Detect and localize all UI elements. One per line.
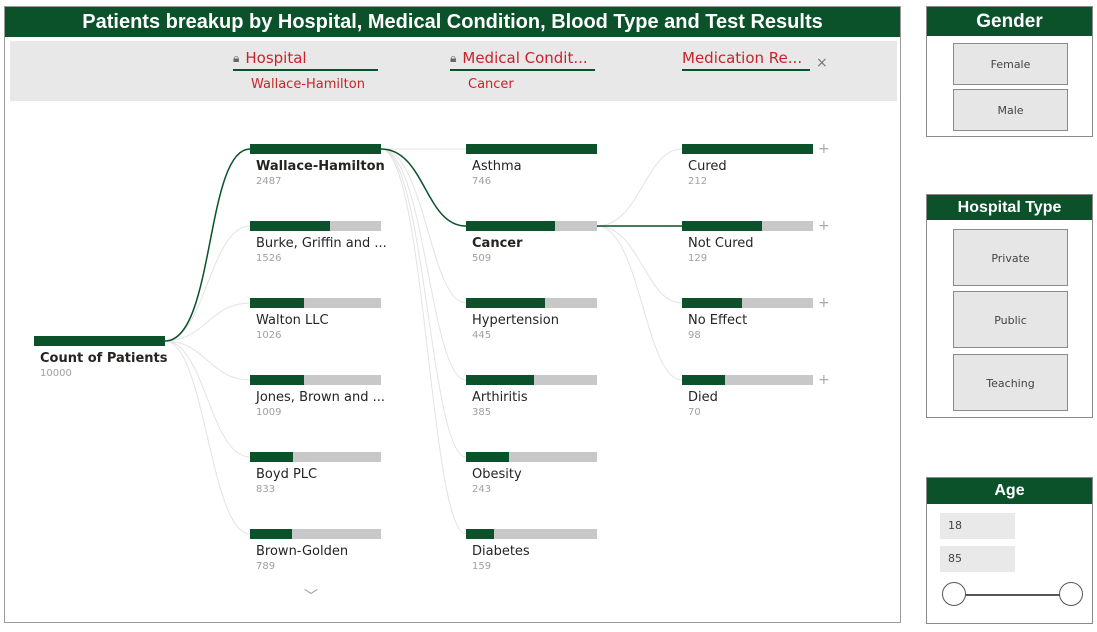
result-bar [682, 298, 813, 308]
hospital-value: 1026 [256, 330, 282, 341]
condition-value: 385 [472, 407, 492, 418]
hospital-type-slicer: Hospital Type Private Public Teaching [926, 194, 1093, 418]
result-value: 212 [688, 176, 708, 187]
level-hospital-label: Hospital [245, 49, 307, 67]
levels-header: 🔒︎ Hospital Wallace-Hamilton 🔒︎ Medical … [10, 41, 897, 101]
condition-label: Obesity [472, 467, 522, 482]
result-value: 129 [688, 253, 708, 264]
lock-icon: 🔒︎ [233, 50, 240, 65]
level-medication-result[interactable]: Medication Re... × [682, 49, 828, 71]
result-label: No Effect [688, 313, 748, 328]
condition-label: Arthiritis [472, 390, 528, 405]
hospital-bar [250, 221, 381, 231]
hospital-value: 789 [256, 561, 276, 572]
level-hospital-selected: Wallace-Hamilton [251, 77, 365, 92]
gender-title: Gender [927, 7, 1092, 36]
condition-label: Asthma [472, 159, 522, 174]
decomposition-tree-visual: Patients breakup by Hospital, Medical Co… [4, 6, 901, 623]
result-bar [682, 144, 813, 154]
main-title: Patients breakup by Hospital, Medical Co… [5, 7, 900, 37]
condition-label: Diabetes [472, 544, 530, 559]
result-value: 70 [688, 407, 701, 418]
expand-plus-icon[interactable]: + [818, 295, 830, 311]
expand-plus-icon[interactable]: + [818, 372, 830, 388]
scroll-more-icon[interactable]: ﹀ [304, 589, 318, 605]
condition-value: 746 [472, 176, 492, 187]
gender-slicer: Gender Female Male [926, 6, 1093, 137]
result-label: Died [688, 390, 718, 405]
hospital-bar [250, 144, 381, 154]
root-value: 10000 [40, 368, 72, 379]
condition-value: 159 [472, 561, 492, 572]
level-medical-condition-label: Medical Condit... [462, 49, 588, 67]
result-label: Not Cured [688, 236, 754, 251]
condition-value: 243 [472, 484, 492, 495]
condition-label: Hypertension [472, 313, 559, 328]
condition-value: 445 [472, 330, 492, 341]
condition-label: Cancer [472, 236, 523, 251]
gender-option-male[interactable]: Male [953, 89, 1068, 131]
age-slider-max-handle[interactable] [1059, 582, 1083, 606]
hospital-label: Jones, Brown and ... [256, 390, 385, 405]
hospital-type-option-teaching[interactable]: Teaching [953, 354, 1068, 411]
result-bar [682, 375, 813, 385]
age-min-input[interactable]: 18 [940, 513, 1015, 539]
condition-bar [466, 375, 597, 385]
age-title: Age [927, 478, 1092, 504]
expand-plus-icon[interactable]: + [818, 141, 830, 157]
close-icon[interactable]: × [816, 55, 828, 71]
condition-bar [466, 529, 597, 539]
condition-bar [466, 452, 597, 462]
root-bar [34, 336, 165, 346]
hospital-bar [250, 529, 381, 539]
condition-bar [466, 298, 597, 308]
hospital-value: 1009 [256, 407, 282, 418]
result-bar [682, 221, 813, 231]
hospital-bar [250, 452, 381, 462]
root-label: Count of Patients [40, 351, 168, 366]
gender-option-female[interactable]: Female [953, 43, 1068, 85]
age-slider-track[interactable] [955, 594, 1071, 596]
age-slider-min-handle[interactable] [942, 582, 966, 606]
hospital-value: 2487 [256, 176, 282, 187]
hospital-value: 833 [256, 484, 276, 495]
level-hospital[interactable]: 🔒︎ Hospital Wallace-Hamilton [233, 49, 378, 92]
condition-bar [466, 221, 597, 231]
level-medication-result-label: Medication Re... [682, 49, 803, 67]
result-label: Cured [688, 159, 727, 174]
hospital-bar [250, 298, 381, 308]
level-medical-condition[interactable]: 🔒︎ Medical Condit... Cancer [450, 49, 595, 92]
hospital-type-option-public[interactable]: Public [953, 291, 1068, 348]
hospital-label: Boyd PLC [256, 467, 318, 482]
lock-icon: 🔒︎ [450, 50, 457, 65]
condition-value: 509 [472, 253, 492, 264]
hospital-label: Brown-Golden [256, 544, 349, 559]
hospital-value: 1526 [256, 253, 282, 264]
condition-bar [466, 144, 597, 154]
expand-plus-icon[interactable]: + [818, 218, 830, 234]
age-slicer: Age 18 85 [926, 477, 1093, 624]
age-max-input[interactable]: 85 [940, 546, 1015, 572]
hospital-bar [250, 375, 381, 385]
hospital-label: Burke, Griffin and ... [256, 236, 387, 251]
hospital-label: Wallace-Hamilton [256, 159, 385, 174]
hospital-type-title: Hospital Type [927, 195, 1092, 220]
result-value: 98 [688, 330, 701, 341]
level-medical-condition-selected: Cancer [468, 77, 514, 92]
hospital-label: Walton LLC [256, 313, 329, 328]
hospital-type-option-private[interactable]: Private [953, 229, 1068, 286]
